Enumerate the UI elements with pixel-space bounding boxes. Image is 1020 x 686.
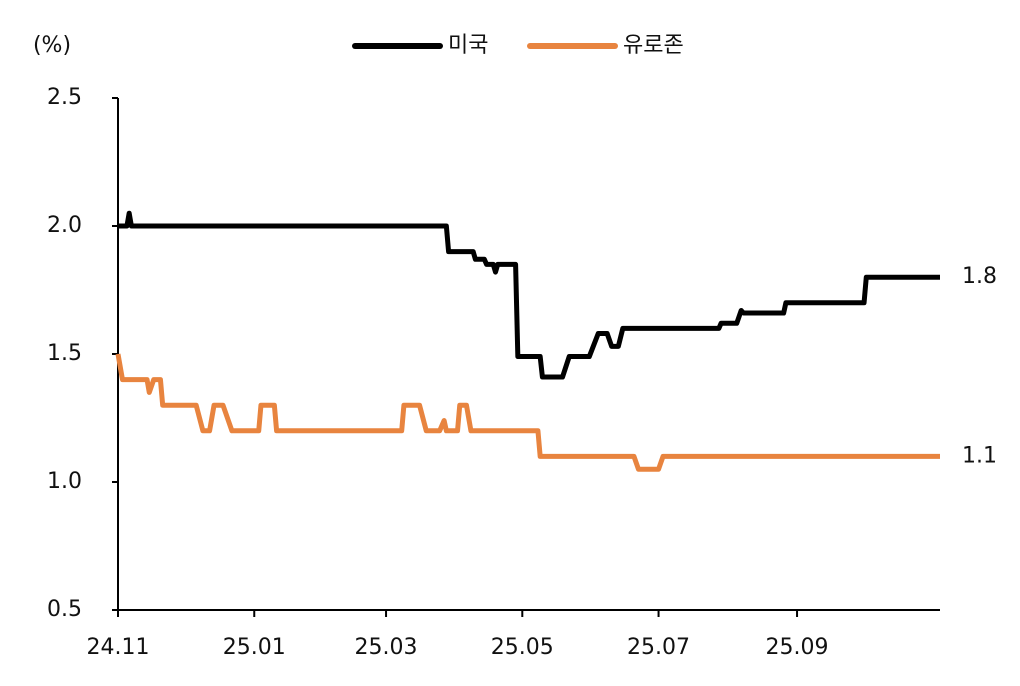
end-label: 1.1 — [962, 443, 997, 468]
legend-label: 유로존 — [623, 33, 684, 58]
y-tick-label: 1.5 — [47, 341, 82, 366]
end-label: 1.8 — [962, 264, 997, 289]
y-tick-label: 0.5 — [47, 597, 82, 622]
x-tick-label: 25.05 — [491, 635, 554, 660]
legend-label: 미국 — [448, 33, 488, 58]
series-line — [118, 210, 940, 380]
x-tick-label: 24.11 — [87, 635, 150, 660]
y-axis-label: (%) — [33, 33, 71, 58]
x-tick-label: 25.09 — [766, 635, 829, 660]
series-line — [115, 353, 940, 472]
y-tick-label: 2.0 — [47, 213, 82, 238]
x-tick-label: 25.07 — [627, 635, 690, 660]
y-tick-label: 2.5 — [47, 85, 82, 110]
x-tick-label: 25.01 — [223, 635, 286, 660]
x-tick-label: 25.03 — [355, 635, 418, 660]
y-tick-label: 1.0 — [47, 469, 82, 494]
